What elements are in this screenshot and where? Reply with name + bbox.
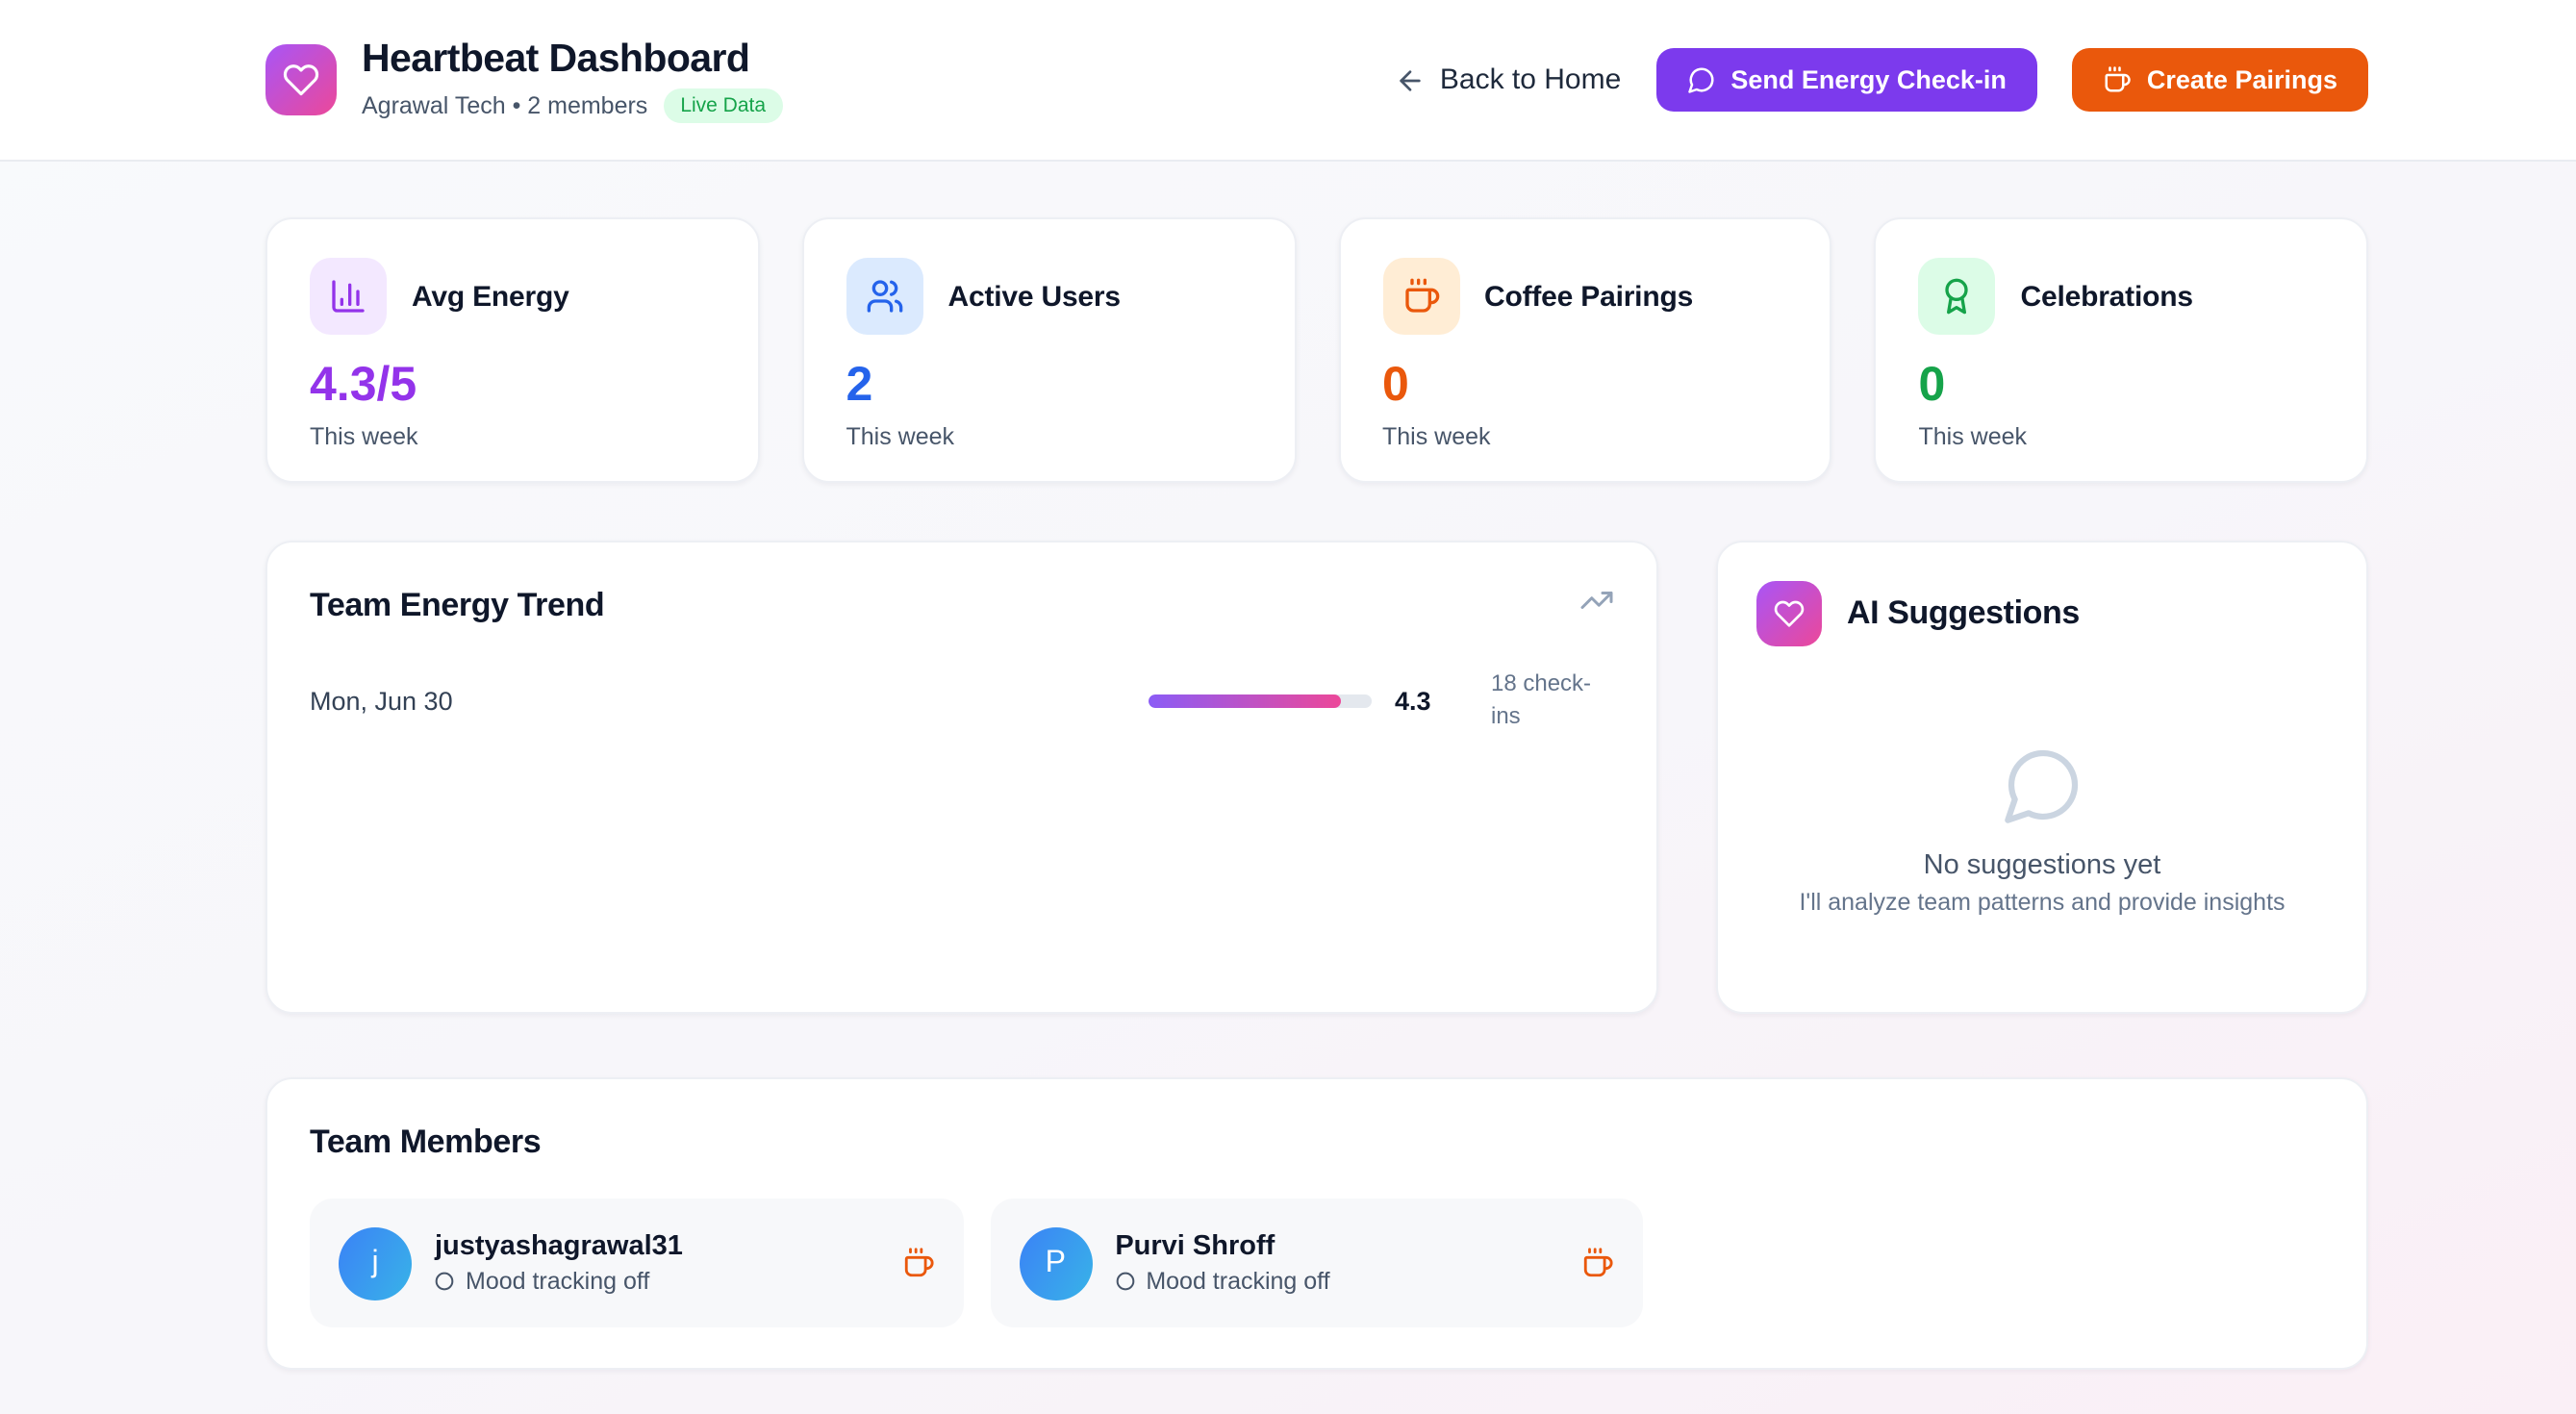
ai-empty-title: No suggestions yet — [1923, 850, 2161, 881]
energy-bar-track — [1149, 694, 1372, 708]
trending-up-icon — [1579, 583, 1614, 618]
create-pairings-label: Create Pairings — [2146, 65, 2337, 94]
header: Heartbeat Dashboard Agrawal Tech • 2 mem… — [0, 0, 2576, 162]
award-icon — [1918, 258, 1996, 335]
back-to-home-link[interactable]: Back to Home — [1396, 63, 1621, 96]
energy-bar-fill — [1149, 694, 1341, 708]
circle-icon — [1115, 1272, 1134, 1291]
header-actions: Back to Home Send Energy Check-in Create… — [1396, 48, 2368, 112]
ai-empty-subtitle: I'll analyze team patterns and provide i… — [1799, 889, 2286, 916]
stat-card-avg-energy: Avg Energy 4.3/5 This week — [265, 217, 760, 483]
bar-chart-icon — [310, 258, 387, 335]
member-row: P Purvi Shroff Mood tracking off — [990, 1199, 1644, 1327]
users-icon — [846, 258, 923, 335]
member-status-label: Mood tracking off — [466, 1268, 650, 1295]
stat-value: 0 — [1382, 358, 1409, 412]
stat-value: 0 — [1918, 358, 1946, 412]
coffee-icon[interactable] — [1582, 1247, 1615, 1279]
stat-card-celebrations: Celebrations 0 This week — [1874, 217, 2368, 483]
coffee-icon — [1382, 258, 1459, 335]
trend-date-label: Mon, Jun 30 — [310, 686, 453, 716]
live-data-badge: Live Data — [663, 88, 784, 123]
stat-label: Coffee Pairings — [1484, 280, 1694, 313]
ai-empty-state: No suggestions yet I'll analyze team pat… — [1756, 743, 2328, 916]
ai-suggestions-card: AI Suggestions No suggestions yet I'll a… — [1716, 541, 2368, 1014]
team-members-title: Team Members — [310, 1124, 542, 1160]
stat-card-coffee-pairings: Coffee Pairings 0 This week — [1338, 217, 1832, 483]
message-circle-icon — [1686, 65, 1715, 94]
member-row: j justyashagrawal31 Mood tracking off — [310, 1199, 964, 1327]
member-name: Purvi Shroff — [1115, 1231, 1275, 1262]
stat-caption: This week — [1382, 422, 1491, 450]
heart-icon — [1756, 581, 1822, 646]
stat-caption: This week — [1918, 422, 2028, 450]
page-title: Heartbeat Dashboard — [362, 37, 750, 82]
app-logo — [265, 44, 337, 115]
heart-icon — [283, 62, 319, 98]
send-energy-checkin-label: Send Energy Check-in — [1730, 65, 2007, 94]
org-subtitle: Agrawal Tech • 2 members — [362, 91, 648, 119]
create-pairings-button[interactable]: Create Pairings — [2071, 48, 2368, 112]
team-energy-trend-card: Team Energy Trend Mon, Jun 30 4.3 18 che… — [265, 541, 1658, 1014]
member-status-label: Mood tracking off — [1146, 1268, 1330, 1295]
circle-icon — [435, 1272, 454, 1291]
message-circle-icon — [2000, 743, 2084, 827]
team-members-card: Team Members j justyashagrawal31 Mood tr… — [265, 1077, 2368, 1370]
send-energy-checkin-button[interactable]: Send Energy Check-in — [1655, 48, 2037, 112]
dashboard-main: Avg Energy 4.3/5 This week Active Users … — [0, 162, 2576, 1370]
stat-label: Active Users — [947, 280, 1122, 313]
stat-caption: This week — [310, 422, 418, 450]
app-identity: Heartbeat Dashboard Agrawal Tech • 2 mem… — [265, 37, 784, 123]
trend-row: Mon, Jun 30 4.3 18 check-ins — [310, 668, 1614, 735]
avatar: P — [1019, 1226, 1093, 1300]
trend-value: 4.3 — [1395, 686, 1431, 716]
coffee-icon — [2103, 65, 2132, 94]
stat-label: Celebrations — [2020, 280, 2194, 313]
trend-checkins-label: 18 check-ins — [1491, 669, 1592, 730]
stat-value: 4.3/5 — [310, 358, 417, 412]
stat-label: Avg Energy — [412, 280, 569, 313]
avatar: j — [339, 1226, 412, 1300]
members-grid: j justyashagrawal31 Mood tracking off — [310, 1199, 2324, 1327]
coffee-icon[interactable] — [901, 1247, 934, 1279]
stat-card-active-users: Active Users 2 This week — [801, 217, 1296, 483]
team-energy-trend-title: Team Energy Trend — [310, 587, 605, 623]
ai-suggestions-title: AI Suggestions — [1847, 594, 2080, 631]
stat-value: 2 — [846, 358, 873, 412]
back-to-home-label: Back to Home — [1439, 63, 1622, 96]
stat-caption: This week — [846, 422, 955, 450]
arrow-left-icon — [1396, 64, 1427, 95]
stats-row: Avg Energy 4.3/5 This week Active Users … — [265, 217, 2368, 483]
member-name: justyashagrawal31 — [435, 1231, 683, 1262]
